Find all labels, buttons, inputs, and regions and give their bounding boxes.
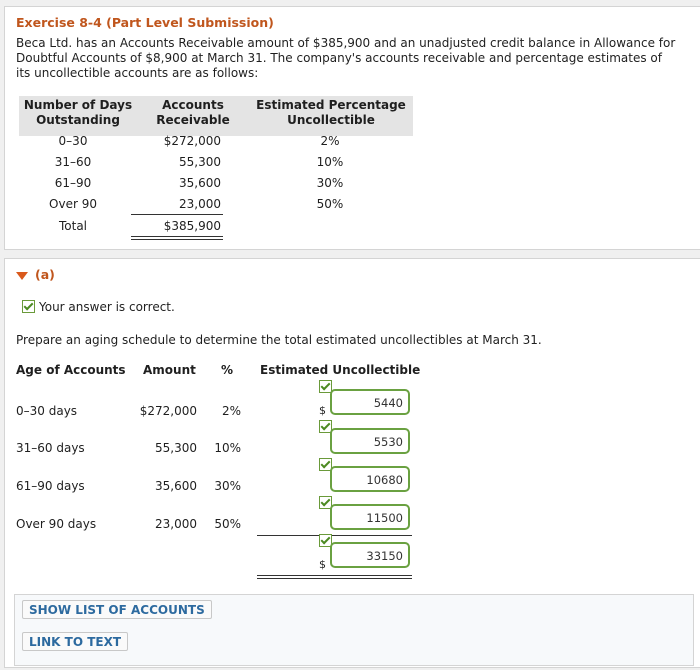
correct-check-icon [22, 300, 35, 313]
total-double-rule-2 [257, 578, 412, 579]
t1-row-pct: 10% [316, 155, 344, 169]
collapse-triangle-icon[interactable] [16, 272, 28, 280]
correct-message: Your answer is correct. [39, 300, 175, 314]
estimated-input[interactable]: 5530 [330, 428, 410, 454]
header-estimated: Estimated Uncollectible [260, 363, 421, 377]
aging-row-amount: 55,300 [155, 441, 197, 455]
aging-row-amount: 35,600 [155, 479, 197, 493]
total-input[interactable]: 33150 [330, 542, 410, 568]
header-pct-line2: Uncollectible [287, 113, 375, 127]
header-days-line2: Outstanding [36, 113, 120, 127]
header-days-line1: Number of Days [23, 98, 133, 112]
currency-symbol: $ [319, 558, 326, 571]
t1-total-label: Total [58, 219, 88, 233]
aging-row-age: 0–30 days [16, 404, 78, 418]
total-value: 33150 [366, 549, 403, 563]
header-pct: % [221, 363, 234, 377]
field-correct-check-icon [319, 420, 332, 433]
t1-row-days: 0–30 [58, 134, 88, 148]
aging-row-age: Over 90 days [16, 517, 97, 531]
header-ar-line2: Receivable [156, 113, 230, 127]
t1-row-amount: 23,000 [179, 197, 221, 211]
t1-row-pct: 2% [320, 134, 340, 148]
estimated-value: 5530 [373, 435, 403, 449]
t1-row-days: Over 90 [49, 197, 97, 211]
field-correct-check-icon [319, 380, 332, 393]
aging-row-age: 31–60 days [16, 441, 85, 455]
estimated-value: 11500 [366, 511, 403, 525]
t1-row-amount: 55,300 [179, 155, 221, 169]
field-correct-check-icon [319, 534, 332, 547]
header-ar: Accounts Receivable [149, 98, 237, 128]
header-pct-line1: Estimated Percentage [256, 98, 406, 112]
aging-row-pct: 2% [221, 404, 241, 418]
field-correct-check-icon [319, 458, 332, 471]
currency-symbol: $ [319, 404, 326, 417]
subtotal-rule [257, 535, 412, 536]
aging-row-pct: 30% [214, 479, 241, 493]
header-pct: Estimated Percentage Uncollectible [255, 98, 407, 128]
subtotal-rule [131, 214, 223, 215]
link-to-text-button[interactable]: LINK TO TEXT [22, 632, 129, 651]
aging-row-age: 61–90 days [16, 479, 85, 493]
t1-total-amount: $385,900 [163, 219, 221, 233]
estimated-value: 10680 [366, 473, 403, 487]
aging-row-pct: 50% [214, 517, 241, 531]
field-correct-check-icon [319, 496, 332, 509]
aging-row-amount: 23,000 [155, 517, 197, 531]
exercise-panel: Exercise 8-4 (Part Level Submission) Bec… [4, 6, 700, 250]
t1-row-amount: $272,000 [163, 134, 221, 148]
header-amount: Amount [143, 363, 196, 377]
estimated-value: 5440 [373, 396, 403, 410]
show-accounts-button[interactable]: SHOW LIST OF ACCOUNTS [22, 600, 212, 619]
total-double-rule-1 [257, 575, 412, 576]
estimated-input[interactable]: 5440 [330, 389, 410, 415]
exercise-intro: Beca Ltd. has an Accounts Receivable amo… [16, 36, 676, 80]
aging-row-amount: $272,000 [139, 404, 197, 418]
t1-row-days: 31–60 [54, 155, 92, 169]
aging-row-pct: 10% [214, 441, 241, 455]
header-days: Number of Days Outstanding [19, 98, 137, 128]
header-ar-line1: Accounts [162, 98, 224, 112]
t1-row-days: 61–90 [54, 176, 92, 190]
header-age: Age of Accounts [16, 363, 126, 377]
t1-row-pct: 50% [316, 197, 344, 211]
t1-row-pct: 30% [316, 176, 344, 190]
estimated-input[interactable]: 10680 [330, 466, 410, 492]
exercise-title: Exercise 8-4 (Part Level Submission) [16, 15, 274, 30]
estimated-input[interactable]: 11500 [330, 504, 410, 530]
total-double-rule-2 [131, 239, 223, 240]
t1-row-amount: 35,600 [179, 176, 221, 190]
total-double-rule-1 [131, 236, 223, 237]
part-a-instruction: Prepare an aging schedule to determine t… [16, 333, 542, 347]
part-a-label: (a) [35, 267, 55, 282]
table-header-bg [19, 96, 413, 136]
